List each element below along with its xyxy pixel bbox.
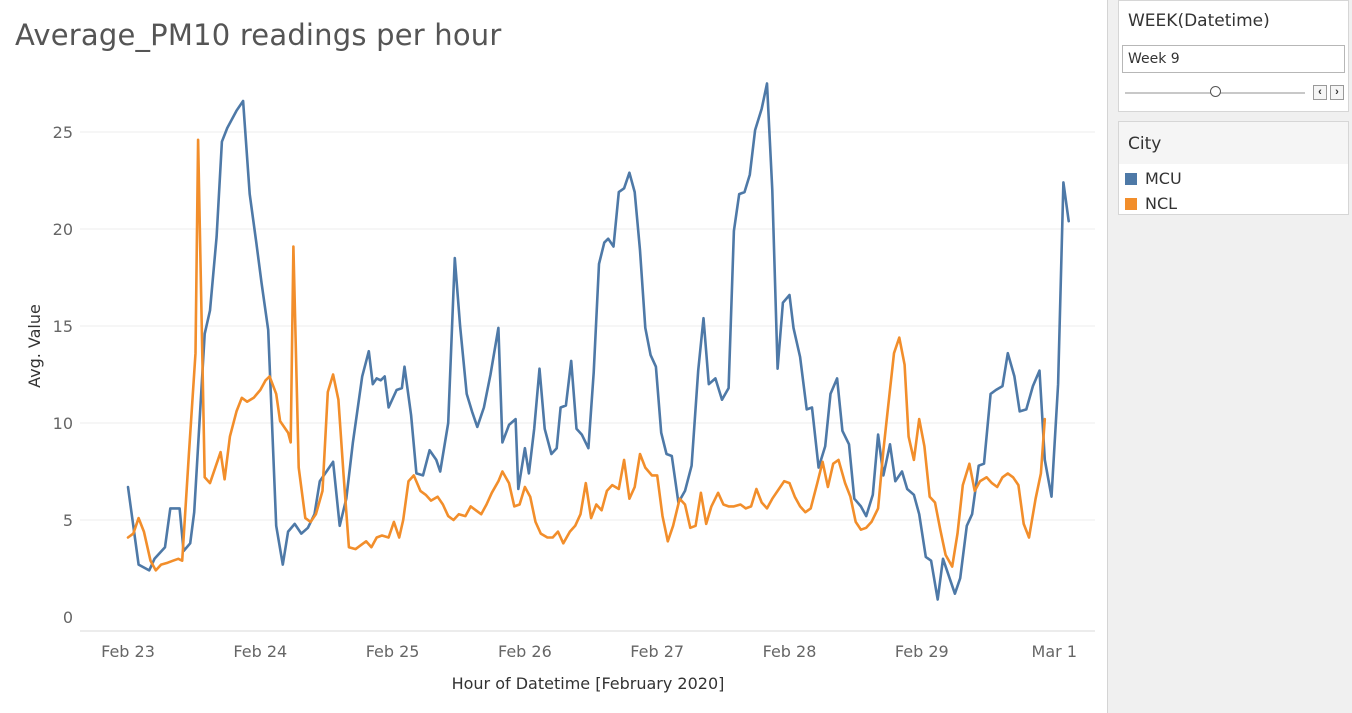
legend-card: City MCU NCL bbox=[1118, 121, 1349, 215]
filter-title: WEEK(Datetime) bbox=[1128, 11, 1270, 31]
y-tick-label: 20 bbox=[53, 220, 73, 239]
chart-title: Average_PM10 readings per hour bbox=[15, 18, 502, 52]
x-tick-label: Feb 26 bbox=[498, 642, 552, 661]
next-week-button[interactable]: › bbox=[1330, 85, 1344, 100]
chart-area: Average_PM10 readings per hour 0 5 10 15 20 2… bbox=[15, 0, 1108, 713]
y-tick-label: 0 bbox=[63, 608, 73, 627]
slider-thumb[interactable] bbox=[1210, 86, 1221, 97]
side-panel: WEEK(Datetime) Week 9 ‹ › City MCU NCL bbox=[1108, 0, 1352, 713]
x-axis-title: Hour of Datetime [February 2020] bbox=[452, 674, 725, 693]
legend-swatch bbox=[1125, 173, 1137, 185]
legend-title: City bbox=[1119, 122, 1348, 164]
x-tick-label: Feb 25 bbox=[366, 642, 420, 661]
axes: 0 5 10 15 20 25 Feb 23 Feb 24 Feb 25 Feb 26 Feb 27… bbox=[53, 123, 1095, 661]
line-chart: 0 5 10 15 20 25 Feb 23 Feb 24 Feb 25 Feb 26 Feb 27… bbox=[25, 82, 1095, 693]
x-tick-label: Feb 27 bbox=[630, 642, 684, 661]
x-tick-label: Feb 28 bbox=[763, 642, 817, 661]
legend-label: MCU bbox=[1145, 169, 1182, 188]
gridlines bbox=[80, 131, 1095, 521]
series-lines bbox=[126, 82, 1070, 601]
series-line-mcu bbox=[126, 82, 1070, 601]
series-line-ncl bbox=[126, 138, 1047, 572]
x-tick-label: Feb 23 bbox=[101, 642, 155, 661]
chevron-right-icon: › bbox=[1335, 86, 1339, 98]
y-tick-label: 15 bbox=[53, 317, 73, 336]
x-tick-label: Mar 1 bbox=[1032, 642, 1077, 661]
y-axis-title: Avg. Value bbox=[25, 304, 44, 388]
legend-swatch bbox=[1125, 198, 1137, 210]
y-tick-label: 5 bbox=[63, 511, 73, 530]
y-tick-label: 10 bbox=[53, 414, 73, 433]
week-value-field[interactable]: Week 9 bbox=[1122, 45, 1345, 73]
legend-item-mcu[interactable]: MCU bbox=[1125, 169, 1182, 189]
previous-week-button[interactable]: ‹ bbox=[1313, 85, 1327, 100]
legend-item-ncl[interactable]: NCL bbox=[1125, 194, 1177, 214]
x-tick-label: Feb 24 bbox=[233, 642, 287, 661]
chevron-left-icon: ‹ bbox=[1318, 86, 1322, 98]
legend-label: NCL bbox=[1145, 194, 1178, 213]
x-tick-label: Feb 29 bbox=[895, 642, 949, 661]
y-tick-label: 25 bbox=[53, 123, 73, 142]
week-slider[interactable] bbox=[1125, 86, 1305, 97]
week-filter-card: WEEK(Datetime) Week 9 ‹ › bbox=[1118, 0, 1349, 112]
